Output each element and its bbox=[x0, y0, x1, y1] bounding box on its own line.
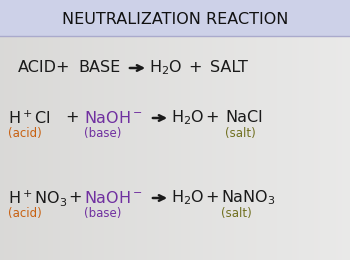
Text: +: + bbox=[65, 110, 79, 126]
Text: NaOH$^-$: NaOH$^-$ bbox=[84, 110, 143, 126]
Text: (acid): (acid) bbox=[8, 207, 42, 220]
Text: BASE: BASE bbox=[78, 61, 120, 75]
Text: NEUTRALIZATION REACTION: NEUTRALIZATION REACTION bbox=[62, 11, 288, 27]
Bar bbox=[0, 0, 350, 36]
Text: H$_2$O: H$_2$O bbox=[149, 59, 182, 77]
Text: +: + bbox=[188, 61, 202, 75]
Text: +: + bbox=[55, 61, 69, 75]
Text: H$^+$Cl: H$^+$Cl bbox=[8, 109, 50, 127]
Text: +: + bbox=[205, 110, 219, 126]
Text: SALT: SALT bbox=[210, 61, 248, 75]
Text: (salt): (salt) bbox=[225, 127, 256, 140]
Text: (salt): (salt) bbox=[221, 207, 252, 220]
Text: H$_2$O: H$_2$O bbox=[171, 189, 204, 207]
Text: (base): (base) bbox=[84, 127, 121, 140]
Text: +: + bbox=[205, 191, 219, 205]
Text: +: + bbox=[68, 191, 82, 205]
Text: H$_2$O: H$_2$O bbox=[171, 109, 204, 127]
Text: (acid): (acid) bbox=[8, 127, 42, 140]
Text: NaOH$^-$: NaOH$^-$ bbox=[84, 190, 143, 206]
Text: H$^+$NO$_3$: H$^+$NO$_3$ bbox=[8, 188, 67, 208]
Text: ACID: ACID bbox=[18, 61, 57, 75]
Text: NaNO$_3$: NaNO$_3$ bbox=[221, 189, 275, 207]
Text: NaCl: NaCl bbox=[225, 110, 262, 126]
Text: (base): (base) bbox=[84, 207, 121, 220]
